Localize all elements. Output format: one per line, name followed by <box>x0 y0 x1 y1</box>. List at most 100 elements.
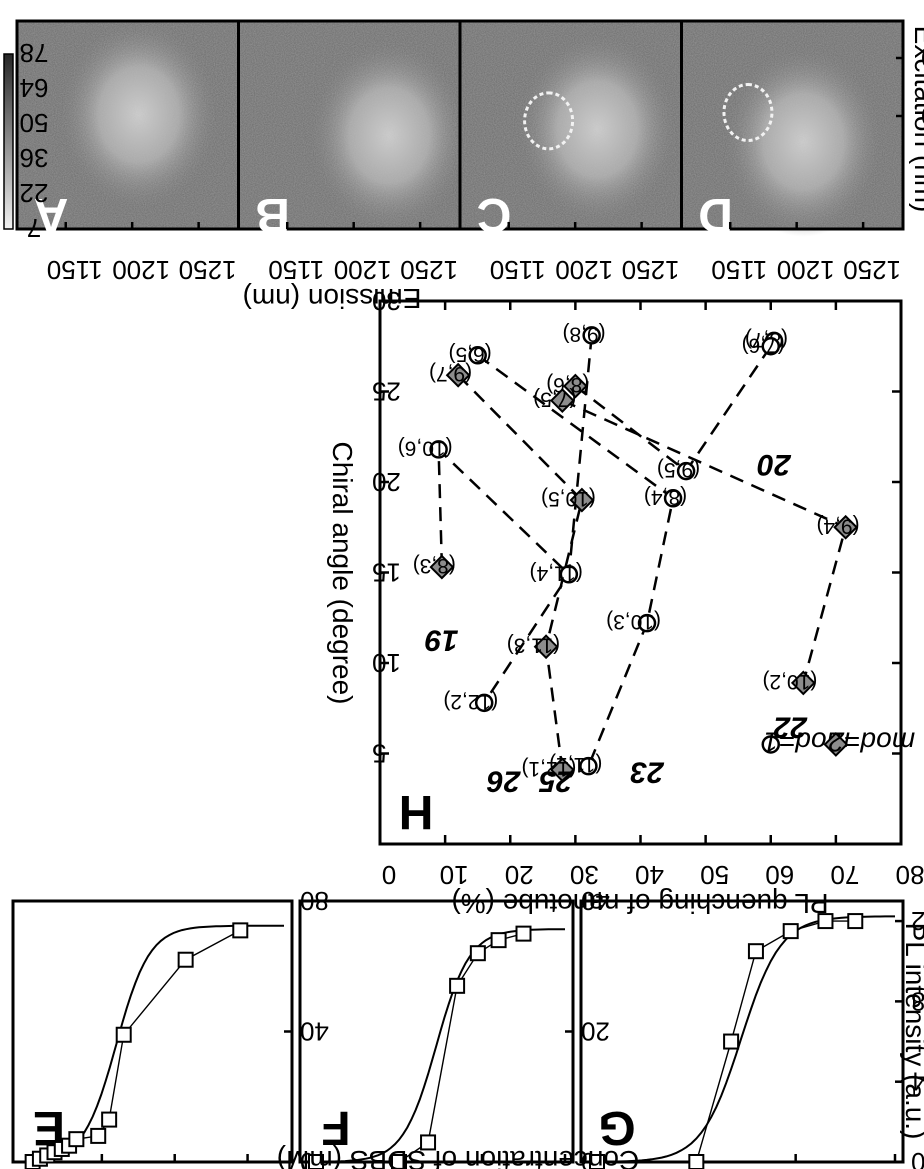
heatmap-noise <box>238 21 460 229</box>
point-label: (12,2) <box>443 690 498 713</box>
legend-mod2-marker <box>823 732 849 757</box>
heatmap-x-axis-label: Emission (nm) <box>243 283 422 314</box>
family-line <box>437 446 570 576</box>
mod1-point <box>468 346 487 365</box>
mod1-point <box>663 489 683 508</box>
y-axis-label: PL intensity (a.u.) <box>900 923 924 1140</box>
fit-curve <box>597 915 895 1163</box>
data-point <box>469 945 486 962</box>
panel-label-c: C <box>477 188 512 241</box>
family-line <box>574 345 772 473</box>
heatmap-x-tick-label: 1200 <box>555 255 613 285</box>
family-label-20: 20 <box>757 448 792 481</box>
point-label: (10,2) <box>762 670 817 693</box>
mod1-point <box>761 337 780 356</box>
heatmap-panel-a: A 1150 1200 1250 <box>15 19 240 285</box>
mod1-point <box>582 326 601 345</box>
mod2-point <box>549 388 575 413</box>
data-point <box>90 1127 107 1144</box>
y-tick-label: 4 <box>911 1067 924 1097</box>
data-point <box>68 1131 85 1148</box>
heatmap-noise <box>681 21 903 229</box>
panel-label-f: F <box>321 1101 350 1154</box>
data-point <box>420 1134 437 1151</box>
x-tick-label: 60 <box>765 860 794 890</box>
mod2-point <box>833 514 859 540</box>
panel-label-b: B <box>255 188 290 241</box>
mod2-point <box>445 362 471 388</box>
point-label: (9,8) <box>562 322 605 345</box>
panel-label-g: G <box>598 1101 635 1154</box>
mod2-point <box>562 373 588 399</box>
legend-mod1-marker <box>761 735 780 754</box>
point-label: (6,5) <box>449 342 492 365</box>
plot-frame <box>579 899 905 1164</box>
heatmap-frame <box>680 19 905 231</box>
y-tick-label: 8 <box>911 986 924 1016</box>
heatmap-panel-c: C 1150 1200 1250 <box>458 19 683 285</box>
mod1-point <box>429 440 448 459</box>
heatmap-x-tick-label: 1250 <box>622 255 680 285</box>
quenching-scatter: 0 10 20 30 40 50 60 70 80 30 25 20 15 10 5 PL quenching… <box>327 286 924 919</box>
mod2-point <box>429 554 455 580</box>
y-tick-label: 20 <box>581 1017 610 1047</box>
y-tick-label: 30 <box>372 286 401 316</box>
family-label-19: 19 <box>425 623 459 656</box>
y-tick-label: 0 <box>911 1147 924 1169</box>
x-tick-label: 80 <box>896 860 924 890</box>
legend-mod2-label: mod=2 <box>828 726 915 757</box>
x-tick-label: 10 <box>440 860 469 890</box>
colorbar-tick-label: 36 <box>20 143 49 173</box>
panel-label-d: D <box>698 188 733 241</box>
heatmap-x-tick-label: 1150 <box>268 255 324 285</box>
data-point <box>782 923 799 940</box>
mod2-point <box>549 757 575 783</box>
sdbs-plots: E804000246F402000123G128400123PL intensi… <box>11 886 924 1169</box>
fit-curve <box>28 924 284 1162</box>
data-point <box>391 1154 407 1169</box>
point-label: (8,3) <box>413 554 456 577</box>
colorbar-gradient <box>3 53 14 230</box>
data-point <box>232 922 249 939</box>
data-point <box>589 1154 605 1169</box>
point-label: (8,6) <box>546 373 589 396</box>
heatmap-noise <box>460 21 682 229</box>
data-point <box>817 913 834 930</box>
point-label: (11,4) <box>530 561 583 584</box>
sdbs-panel-g: G128400123 <box>579 899 924 1169</box>
y-tick-label: 25 <box>372 377 401 407</box>
data-point <box>101 1111 118 1128</box>
mod1-point <box>676 461 696 481</box>
heatmap-x-tick-label: 1250 <box>843 255 901 285</box>
family-line <box>476 354 675 767</box>
colorbar: 78 64 50 36 22 7 <box>3 38 49 243</box>
heatmap-panel-d: D 1150 1200 1250 <box>680 19 905 285</box>
mod2-point <box>569 487 595 513</box>
x-tick-label: 0 <box>382 860 396 890</box>
heatmap-x-tick-label: 1150 <box>47 255 103 285</box>
heatmap-x-tick-label: 1200 <box>334 255 392 285</box>
heatmap-y-axis-label: Excitation (nm) <box>909 26 924 213</box>
x-tick-label: 30 <box>570 860 599 890</box>
colorbar-tick-label: 22 <box>20 178 49 208</box>
family-label-22: 22 <box>773 710 808 743</box>
heatmap-x-tick-label: 1200 <box>112 255 170 285</box>
colorbar-tick-label: 64 <box>20 73 49 103</box>
heatmap-ring <box>523 91 575 151</box>
point-label: (10,3) <box>606 610 661 633</box>
colorbar-tick-label: 50 <box>20 108 49 138</box>
heatmap-x-tick-label: 1250 <box>179 255 237 285</box>
data-point <box>847 913 864 930</box>
panel-label-h: H <box>399 785 434 838</box>
y-tick-label: 40 <box>300 1017 329 1047</box>
point-label: (10,6) <box>398 436 453 459</box>
heatmap-y-tick-label: 700 <box>921 43 924 73</box>
mod2-point <box>790 670 816 696</box>
data-point <box>688 1154 705 1169</box>
colorbar-tick-label: 78 <box>20 38 49 68</box>
point-label: (7,5) <box>533 388 576 411</box>
y-tick-label: 15 <box>372 558 401 588</box>
x-tick-label: 70 <box>830 860 859 890</box>
